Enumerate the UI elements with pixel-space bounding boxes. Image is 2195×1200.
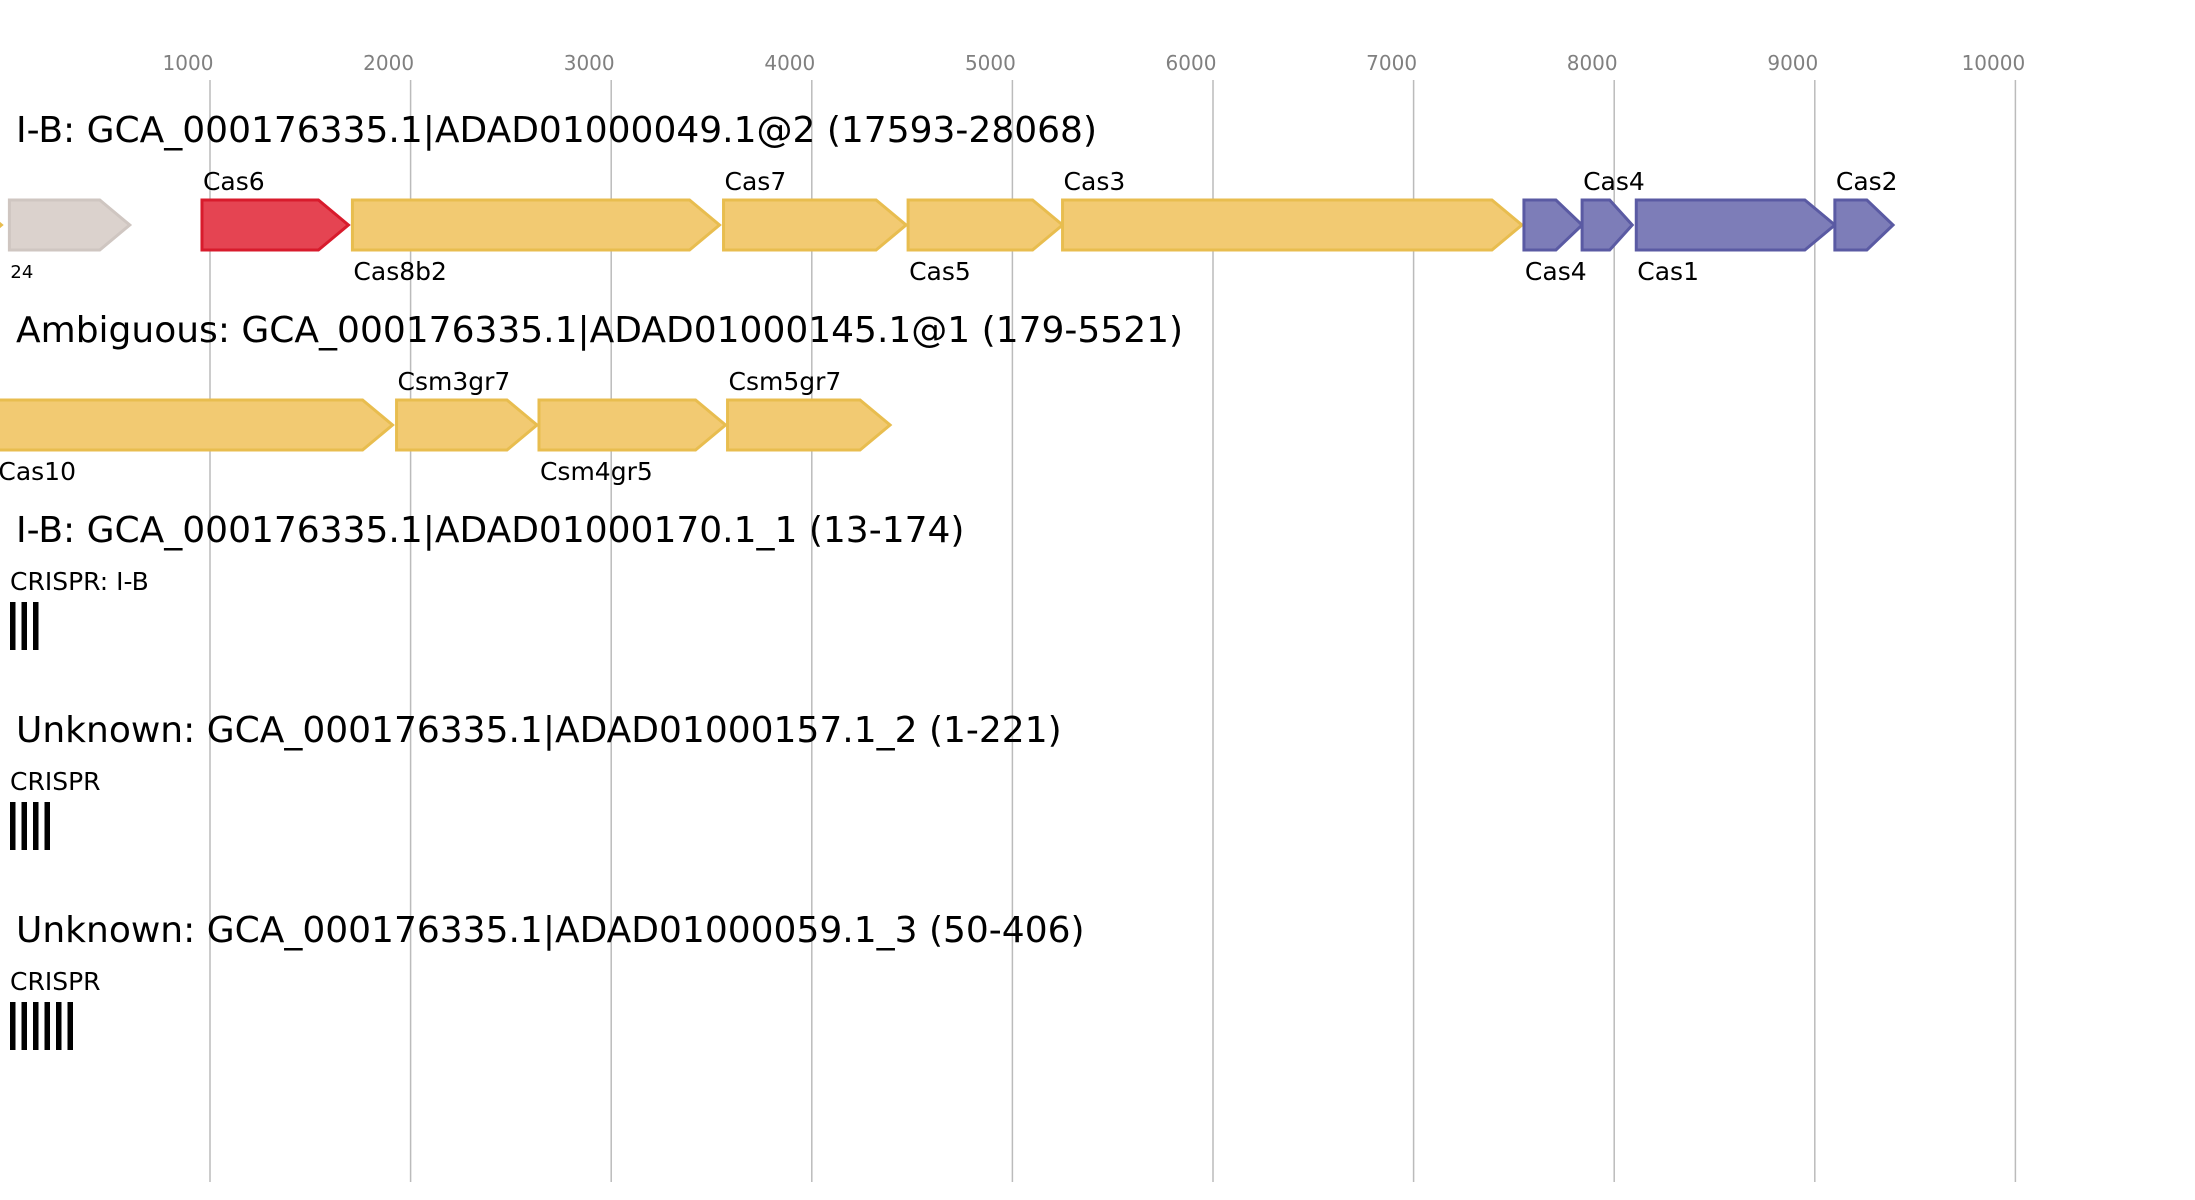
tick-label: 7000 — [1366, 51, 1417, 75]
gene-arrow — [726, 398, 893, 452]
gene-label: Csm5gr7 — [729, 367, 842, 396]
crispr-repeat — [21, 1002, 27, 1050]
crispr-array — [10, 1002, 73, 1050]
tick-label: 2000 — [363, 51, 414, 75]
crispr-array — [10, 602, 39, 650]
track: Ambiguous: GCA_000176335.1|ADAD01000145.… — [0, 310, 1183, 486]
gene-label: Cas4 — [1525, 257, 1587, 286]
crispr-repeat — [44, 802, 50, 850]
tick-label: 6000 — [1166, 51, 1217, 75]
track: Unknown: GCA_000176335.1|ADAD01000059.1_… — [10, 910, 1085, 1050]
gene-arrow — [1580, 198, 1635, 252]
track-title: I-B: GCA_000176335.1|ADAD01000170.1_1 (1… — [16, 510, 964, 551]
crispr-label: CRISPR: I-B — [10, 567, 149, 596]
crispr-repeat — [44, 1002, 50, 1050]
gene-arrow — [200, 198, 351, 252]
gene-arrow — [906, 198, 1065, 252]
track-title: Ambiguous: GCA_000176335.1|ADAD01000145.… — [16, 310, 1183, 351]
gene-arrow — [7, 198, 133, 252]
gene-arrow — [1061, 198, 1525, 252]
crispr-repeat — [56, 1002, 62, 1050]
tick-label: 9000 — [1767, 51, 1818, 75]
crispr-repeat — [10, 602, 16, 650]
crispr-repeat — [67, 1002, 73, 1050]
gene-arrow — [0, 398, 395, 452]
grid-lines — [209, 80, 2017, 1182]
gene-label: Csm3gr7 — [398, 367, 511, 396]
gene-label: Cas2 — [1836, 167, 1898, 196]
gene-arrow — [1634, 198, 1838, 252]
gene-label: 24 — [10, 262, 33, 283]
tick-label: 5000 — [965, 51, 1016, 75]
crispr-repeat — [33, 1002, 39, 1050]
gene-label: Cas5 — [909, 257, 971, 286]
gene-label: Cas8b2 — [353, 257, 446, 286]
crispr-repeat — [10, 802, 16, 850]
crispr-repeat — [33, 802, 39, 850]
crispr-repeat — [10, 1002, 16, 1050]
axis-tick-labels: 1000 2000 3000 4000 5000 6000 7000 8000 9000 1000… — [163, 51, 2026, 75]
gene-arrow — [722, 198, 909, 252]
tick-label: 4000 — [764, 51, 815, 75]
track: Unknown: GCA_000176335.1|ADAD01000157.1_… — [10, 710, 1062, 850]
track: I-B: GCA_000176335.1|ADAD01000170.1_1 (1… — [10, 510, 964, 650]
gene-label: Cas3 — [1064, 167, 1126, 196]
tick-label: 1000 — [163, 51, 214, 75]
track-title: I-B: GCA_000176335.1|ADAD01000049.1@2 (1… — [16, 110, 1097, 151]
tracks: I-B: GCA_000176335.1|ADAD01000049.1@2 (1… — [0, 110, 1898, 1050]
gene-label: Cas4 — [1583, 167, 1645, 196]
track-title: Unknown: GCA_000176335.1|ADAD01000157.1_… — [16, 710, 1062, 751]
gene-label: Cas1 — [1637, 257, 1699, 286]
gene-arrow — [537, 398, 728, 452]
crispr-array — [10, 802, 50, 850]
crispr-repeat — [33, 602, 39, 650]
gene-label: Cas10 — [0, 457, 76, 486]
track-title: Unknown: GCA_000176335.1|ADAD01000059.1_… — [16, 910, 1085, 951]
gene-arrow — [1833, 198, 1896, 252]
crispr-repeat — [21, 602, 27, 650]
gene-arrow — [1522, 198, 1585, 252]
crispr-repeat — [21, 802, 27, 850]
gene-arrow — [350, 198, 722, 252]
tick-label: 8000 — [1567, 51, 1618, 75]
gene-label: Cas7 — [725, 167, 787, 196]
tick-label: 3000 — [564, 51, 615, 75]
gene-label: Csm4gr5 — [540, 457, 653, 486]
gene-arrow — [395, 398, 540, 452]
crispr-label: CRISPR — [10, 767, 101, 796]
gene-arrow — [0, 221, 4, 229]
crispr-label: CRISPR — [10, 967, 101, 996]
track: I-B: GCA_000176335.1|ADAD01000049.1@2 (1… — [0, 110, 1898, 286]
tick-label: 10000 — [1962, 51, 2026, 75]
gene-label: Cas6 — [203, 167, 265, 196]
